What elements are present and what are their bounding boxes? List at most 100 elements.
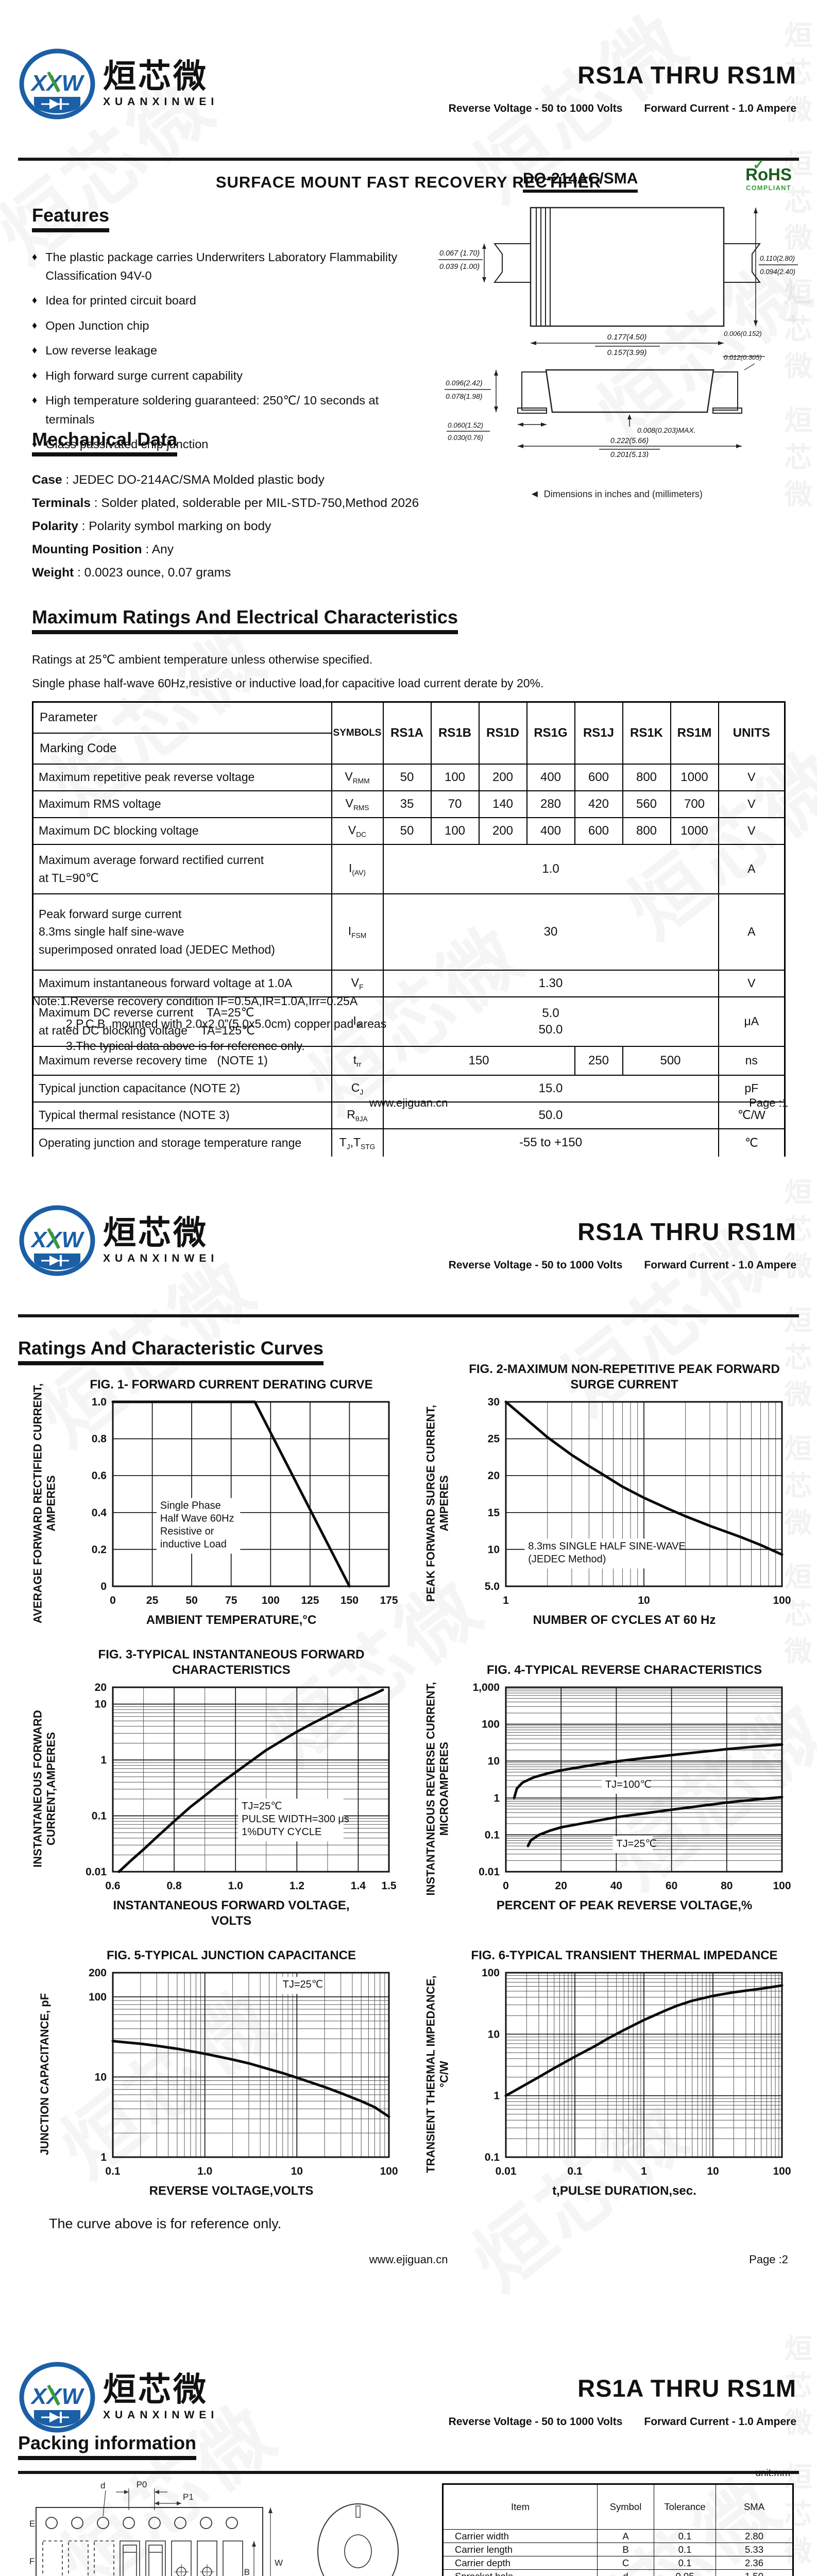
svg-text:10: 10 xyxy=(291,2165,303,2177)
svg-text:0: 0 xyxy=(110,1595,116,1606)
mechanical-value: : Solder plated, solderable per MIL-STD-… xyxy=(90,496,419,510)
svg-text:0.094(2.40): 0.094(2.40) xyxy=(760,268,795,276)
value-cell: 500 xyxy=(622,1045,719,1076)
value-cell: 70 xyxy=(430,790,480,818)
parameter-header: Parameter xyxy=(32,701,332,734)
brand-logo: XXW 烜芯微 XUANXINWEI xyxy=(19,47,218,121)
svg-text:100: 100 xyxy=(89,1991,107,2003)
table-header-row: Item Symbol Tolerance SMA xyxy=(442,2484,793,2530)
svg-text:80: 80 xyxy=(721,1880,733,1892)
value-cell: 50.0 xyxy=(382,1101,719,1129)
param-cell: Maximum DC reverse current TA=25℃ at rate… xyxy=(32,996,332,1047)
packing-item-cell: Carrier width xyxy=(442,2529,598,2543)
packing-symbol-cell: C xyxy=(597,2556,654,2570)
svg-text:1.4: 1.4 xyxy=(351,1880,366,1892)
note-line: Note:1.Reverse recovery condition IF=0.5… xyxy=(32,994,358,1008)
svg-text:0.012(0.305): 0.012(0.305) xyxy=(724,353,762,361)
fig5-y-axis-label: JUNCTION CAPACITANCE, pF xyxy=(28,1967,61,2181)
svg-text:P1: P1 xyxy=(183,2492,194,2502)
table-row: Typical thermal resistance (NOTE 3) RθJA 5… xyxy=(32,1101,786,1129)
value-cell: 200 xyxy=(478,763,527,791)
fig3-title: FIG. 3-TYPICAL INSTANTANEOUS FORWARD CHAR… xyxy=(98,1648,365,1677)
packing-value-cell: 2.36 xyxy=(716,2556,793,2570)
header-rule xyxy=(18,2471,799,2474)
device-column-header: UNITS xyxy=(718,701,786,765)
fig1-body: AVERAGE FORWARD RECTIFIED CURRENT, AMPERE… xyxy=(28,1383,401,1623)
header-right: RS1A THRU RS1M Reverse Voltage - 50 to 1… xyxy=(449,1217,796,1272)
svg-text:1.2: 1.2 xyxy=(290,1880,304,1892)
fig3-y-axis-label: INSTANTANEOUS FORWARD CURRENT,AMPERES xyxy=(28,1682,61,1896)
table-row: Sprocket hole d 0.05 1.50 xyxy=(442,2569,793,2576)
svg-text:75: 75 xyxy=(225,1595,237,1606)
svg-text:inductive Load: inductive Load xyxy=(160,1539,227,1550)
symbol-cell: IFSM xyxy=(331,893,384,971)
mechanical-data-row: Case : JEDEC DO-214AC/SMA Molded plastic… xyxy=(32,473,506,487)
svg-text:0.222(5.66): 0.222(5.66) xyxy=(610,437,649,445)
mechanical-data-row: Terminals : Solder plated, solderable pe… xyxy=(32,496,506,511)
svg-text:0.2: 0.2 xyxy=(92,1544,107,1555)
brand-logo: XXW 烜芯微 XUANXINWEI xyxy=(19,2361,218,2434)
mechanical-data-title: Mechanical Data xyxy=(32,429,178,456)
svg-text:0.008(0.203)MAX.: 0.008(0.203)MAX. xyxy=(637,426,696,434)
svg-text:8.3ms SINGLE HALF SINE-WAVE: 8.3ms SINGLE HALF SINE-WAVE xyxy=(528,1540,686,1552)
diamond-bullet-icon: ♦ xyxy=(32,395,38,406)
svg-text:0.110(2.80): 0.110(2.80) xyxy=(760,255,795,262)
fig4-title: FIG. 4-TYPICAL REVERSE CHARACTERISTICS xyxy=(486,1663,762,1677)
value-cell: 800 xyxy=(622,763,671,791)
footer-url: www.ejiguan.cn xyxy=(369,2253,448,2266)
footer-url: www.ejiguan.cn xyxy=(369,1096,448,1109)
svg-text:0.1: 0.1 xyxy=(485,1829,500,1841)
device-column-header: RS1M xyxy=(670,701,719,765)
param-cell: Maximum average forward rectified curren… xyxy=(32,843,332,894)
table-row: Operating junction and storage temperatu… xyxy=(32,1128,786,1157)
svg-text:100: 100 xyxy=(773,1595,791,1606)
device-column-header: RS1G xyxy=(526,701,575,765)
packing-section-title: Packing information xyxy=(18,2433,197,2460)
svg-text:1.0: 1.0 xyxy=(228,1880,243,1892)
table-row: Typical junction capacitance (NOTE 2) CJ 1… xyxy=(32,1074,786,1103)
value-cell: 800 xyxy=(622,817,671,845)
feature-item: ♦ High forward surge current capability xyxy=(32,366,429,385)
part-range-title: RS1A THRU RS1M xyxy=(577,1218,796,1245)
svg-text:0.067 (1.70): 0.067 (1.70) xyxy=(439,249,480,258)
svg-text:0.1: 0.1 xyxy=(567,2165,583,2177)
package-section: DO-214AC/SMA RoHS ✓ COMPLIANT 0.067 (1.70… xyxy=(435,158,801,460)
device-column-header: RS1B xyxy=(430,701,480,765)
table-row: Maximum instantaneous forward voltage at… xyxy=(32,969,786,997)
table-row: Maximum DC blocking voltage VDC 50 100 200 40… xyxy=(32,817,786,845)
svg-text:20: 20 xyxy=(95,1682,107,1693)
packing-tolerance-cell: 0.1 xyxy=(654,2556,716,2570)
value-cell: 250 xyxy=(574,1045,623,1076)
value-cell: 1.0 xyxy=(382,843,719,894)
unit-label: unit:mm xyxy=(755,2468,790,2479)
svg-text:1: 1 xyxy=(493,2090,500,2102)
svg-text:0.8: 0.8 xyxy=(92,1433,107,1445)
svg-text:10: 10 xyxy=(638,1595,650,1606)
svg-text:10: 10 xyxy=(707,2165,719,2177)
svg-text:TJ=25℃: TJ=25℃ xyxy=(242,1801,282,1812)
table-row: Maximum repetitive peak reverse voltage V… xyxy=(32,763,786,791)
table-row: Maximum reverse recovery time (NOTE 1) tr… xyxy=(32,1045,786,1076)
mechanical-data-rows: Case : JEDEC DO-214AC/SMA Molded plastic… xyxy=(32,473,506,580)
value-cell: 1000 xyxy=(670,763,719,791)
svg-text:1: 1 xyxy=(100,1754,107,1766)
svg-text:0.201(5.13): 0.201(5.13) xyxy=(610,451,649,457)
package-name: DO-214AC/SMA xyxy=(523,170,638,193)
value-cell: 15.0 xyxy=(382,1074,719,1103)
svg-text:25: 25 xyxy=(146,1595,159,1606)
svg-text:Single Phase: Single Phase xyxy=(160,1500,221,1512)
svg-text:1,000: 1,000 xyxy=(472,1682,500,1693)
fig3-x-axis-label: INSTANTANEOUS FORWARD VOLTAGE, VOLTS xyxy=(113,1899,350,1928)
svg-text:0.4: 0.4 xyxy=(92,1507,107,1519)
ratings-intro: Ratings at 25℃ ambient temperature unles… xyxy=(32,652,544,690)
device-column-header: RS1D xyxy=(478,701,527,765)
rohs-check-icon: ✓ xyxy=(753,157,765,173)
fig5-body: JUNCTION CAPACITANCE, pF 0.1 1.0 10 100 1 10 10… xyxy=(28,1965,401,2182)
svg-text:0: 0 xyxy=(503,1880,509,1892)
fig5-x-axis-label: REVERSE VOLTAGE,VOLTS xyxy=(149,2184,314,2198)
document-title: SURFACE MOUNT FAST RECOVERY RECTIFIER xyxy=(215,173,602,191)
brand-logo-icon: XXW xyxy=(19,2362,95,2433)
unit-cell: pF xyxy=(718,1074,786,1103)
svg-text:100: 100 xyxy=(380,2165,398,2177)
svg-text:E: E xyxy=(29,2519,35,2529)
